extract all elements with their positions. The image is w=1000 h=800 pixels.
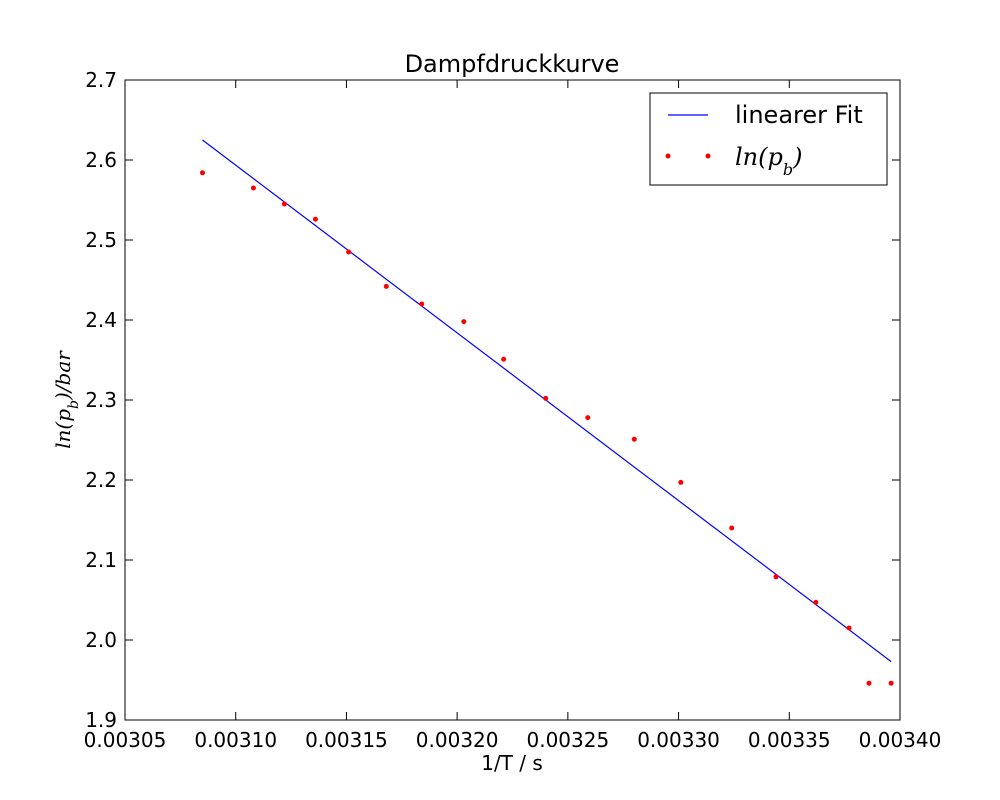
- y-axis-label: ln(pb)/bar: [51, 350, 82, 449]
- data-point: [866, 680, 872, 686]
- data-point: [729, 525, 735, 531]
- y-axis-label-suffix: )/bar: [51, 350, 75, 401]
- y-axis-label-subscript: b: [66, 400, 82, 409]
- legend-fit-label: linearer Fit: [735, 101, 863, 129]
- data-point: [312, 216, 318, 222]
- data-point: [200, 170, 205, 176]
- x-tick-label: 0.00325: [526, 728, 609, 752]
- data-point: [813, 599, 819, 605]
- x-tick-label: 0.00305: [84, 728, 167, 752]
- data-point: [346, 249, 352, 255]
- y-tick-label: 1.9: [85, 708, 117, 732]
- x-tick-label: 0.00315: [305, 728, 388, 752]
- x-tick-label: 0.00320: [416, 728, 499, 752]
- data-point: [501, 356, 507, 362]
- y-tick-label: 2.2: [85, 468, 117, 492]
- axis-ticks: 0.00305 0.00310 0.00315 0.00320 0.00325 0.003…: [84, 68, 942, 752]
- data-point: [419, 301, 425, 307]
- data-point: [846, 625, 852, 631]
- x-tick-label: 0.00330: [637, 728, 720, 752]
- x-tick-label: 0.00335: [748, 728, 831, 752]
- data-point: [678, 479, 684, 485]
- data-point: [773, 574, 779, 580]
- x-axis-label: 1/T / s: [481, 751, 543, 775]
- y-tick-label: 2.1: [85, 548, 117, 572]
- data-point: [888, 680, 894, 686]
- data-point: [383, 283, 389, 289]
- y-tick-label: 2.0: [85, 628, 117, 652]
- plot-area: [200, 139, 894, 686]
- data-point: [631, 436, 637, 442]
- data-point: [461, 319, 467, 325]
- legend-points-label-prefix: ln(p: [735, 143, 783, 171]
- data-point: [543, 395, 549, 401]
- legend-points-label: ln(pb): [735, 143, 802, 179]
- y-tick-label: 2.6: [85, 148, 117, 172]
- y-tick-label: 2.7: [85, 68, 117, 92]
- data-point: [281, 201, 287, 207]
- legend-points-swatch-right: [705, 153, 711, 159]
- legend-points-swatch-left: [665, 153, 671, 159]
- legend-points-label-suffix: ): [792, 143, 802, 171]
- y-tick-label: 2.4: [85, 308, 117, 332]
- y-tick-label: 2.5: [85, 228, 117, 252]
- y-axis-label-prefix: ln(p: [51, 409, 75, 449]
- x-tick-label: 0.00340: [859, 728, 942, 752]
- y-tick-label: 2.3: [85, 388, 117, 412]
- x-tick-label: 0.00310: [194, 728, 277, 752]
- legend: linearer Fit ln(pb): [649, 92, 888, 186]
- chart-title: Dampfdruckkurve: [405, 50, 620, 78]
- data-point: [250, 185, 256, 191]
- legend-box: [649, 92, 888, 186]
- legend-points-label-subscript: b: [783, 160, 793, 179]
- data-point: [585, 415, 591, 421]
